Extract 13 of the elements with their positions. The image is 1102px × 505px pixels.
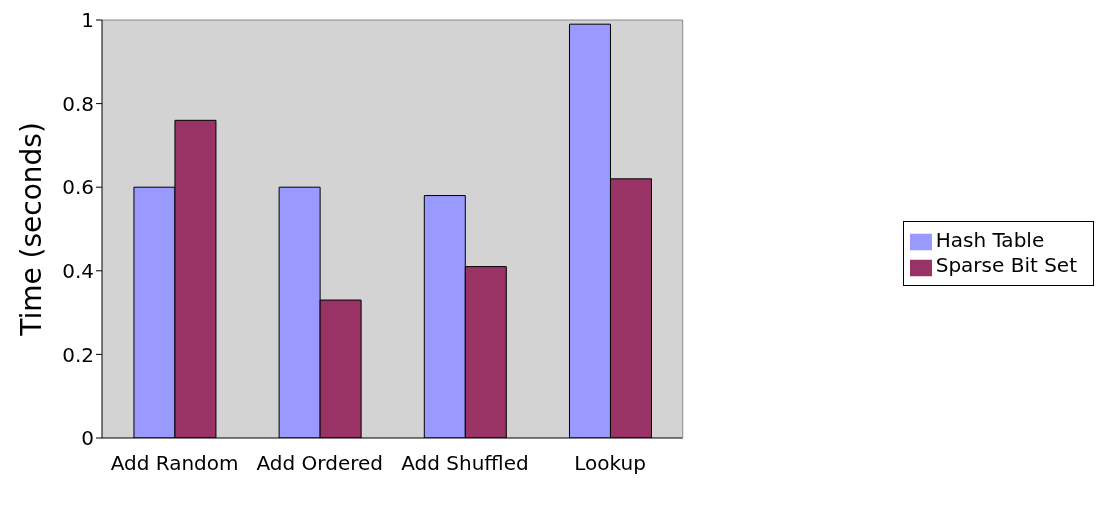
y-tick-label: 0 (81, 426, 94, 451)
y-tick-label: 0.8 (62, 91, 94, 116)
y-tick-label: 1 (81, 8, 94, 33)
x-tick-label: Add Random (110, 451, 239, 476)
y-axis-title: Time (seconds) (14, 122, 48, 337)
x-tick-label: Add Shuffled (401, 451, 529, 476)
x-tick-label: Lookup (574, 451, 646, 476)
legend-label: Hash Table (935, 227, 1045, 252)
y-tick-label: 0.2 (62, 342, 94, 367)
y-tick-label: 0.6 (62, 175, 94, 200)
legend-label: Sparse Bit Set (935, 253, 1077, 277)
x-tick-label: Add Ordered (256, 451, 384, 476)
y-tick-label: 0.4 (62, 258, 94, 283)
